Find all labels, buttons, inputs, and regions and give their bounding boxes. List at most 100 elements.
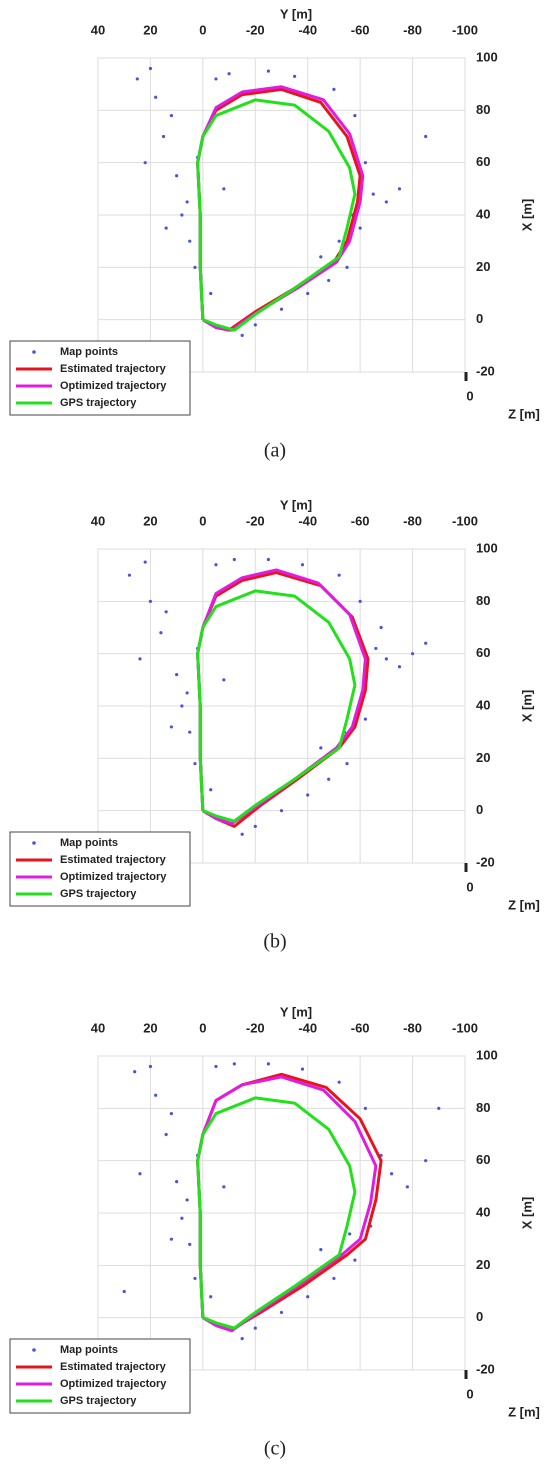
map-point: [240, 1337, 244, 1341]
map-point: [319, 746, 323, 750]
y-tick-label: 80: [476, 1100, 490, 1115]
map-point: [188, 1242, 192, 1246]
y-axis-label: X [m]: [519, 199, 534, 232]
map-point: [222, 678, 226, 682]
legend-swatch: [32, 841, 36, 845]
x-tick-label: -80: [403, 513, 422, 528]
map-point: [437, 1106, 441, 1110]
legend-label: Estimated trajectory: [60, 363, 167, 375]
y-tick-label: 60: [476, 645, 490, 660]
map-point: [193, 761, 197, 766]
y-axis-label: X [m]: [519, 1197, 534, 1230]
legend-swatch: [32, 1348, 36, 1352]
map-point: [143, 161, 147, 165]
map-point: [169, 1111, 173, 1116]
map-point: [348, 1232, 352, 1236]
y-tick-label: 60: [476, 1152, 490, 1167]
map-point: [405, 1185, 409, 1189]
map-point: [148, 599, 153, 603]
map-point: [154, 95, 158, 99]
map-point: [266, 557, 270, 562]
map-point: [253, 323, 257, 327]
map-point: [188, 730, 192, 734]
map-point: [332, 87, 336, 91]
y-tick-label: 80: [476, 593, 490, 608]
map-point: [279, 809, 284, 813]
map-point: [214, 1064, 218, 1069]
map-point: [424, 1159, 428, 1163]
map-point: [384, 657, 388, 661]
map-point: [193, 265, 197, 269]
x-tick-label: 20: [143, 513, 157, 528]
y-tick-label: -20: [476, 363, 495, 378]
map-point: [266, 1062, 270, 1066]
map-point: [180, 704, 184, 708]
map-point: [306, 1295, 310, 1299]
map-point: [214, 563, 218, 567]
trajectory: [196, 1096, 357, 1330]
map-point: [345, 761, 349, 766]
map-point: [154, 1093, 158, 1097]
map-point: [253, 1326, 257, 1330]
y-tick-label: 60: [476, 154, 490, 169]
map-point: [148, 1064, 153, 1069]
map-point: [279, 1310, 284, 1315]
y-tick-label: 20: [476, 750, 490, 765]
map-point: [397, 665, 402, 669]
legend: Map points Estimated trajectory Optimized …: [9, 1338, 191, 1414]
map-point: [300, 563, 305, 567]
map-point: [232, 1062, 236, 1066]
map-point: [175, 174, 179, 178]
map-point: [306, 291, 310, 296]
y-tick-label: 100: [476, 49, 498, 64]
map-point: [159, 631, 163, 635]
x-tick-label: -60: [351, 1020, 370, 1035]
map-point: [133, 1070, 137, 1074]
map-point: [169, 1237, 173, 1241]
legend-label: Map points: [60, 346, 118, 358]
x-tick-label: -100: [452, 22, 478, 37]
map-point: [209, 1295, 213, 1299]
legend-label: Map points: [60, 1344, 118, 1356]
caption: (c): [264, 1438, 286, 1460]
map-point: [337, 573, 341, 577]
x-tick-label: -100: [452, 513, 478, 528]
map-point: [327, 777, 331, 781]
map-point: [379, 625, 383, 630]
map-point: [180, 213, 184, 217]
map-point: [169, 113, 173, 118]
map-point: [306, 793, 310, 797]
y-tick-label: 0: [476, 1309, 483, 1324]
x-tick-label: -40: [298, 1020, 317, 1035]
y-tick-label: -20: [476, 1361, 495, 1376]
map-point: [363, 1106, 367, 1110]
map-point: [143, 560, 147, 564]
map-point: [319, 1248, 323, 1252]
map-point: [266, 69, 270, 73]
legend-label: Estimated trajectory: [60, 1361, 167, 1373]
x-tick-label: -80: [403, 1020, 422, 1035]
map-point: [397, 187, 402, 191]
map-point: [209, 291, 213, 296]
map-point: [161, 134, 166, 139]
map-point: [363, 161, 367, 165]
x-tick-label: 40: [91, 1020, 105, 1035]
trajectory: [196, 589, 357, 823]
map-point: [185, 200, 189, 204]
y-tick-label: 20: [476, 259, 490, 274]
legend-label: GPS trajectory: [60, 888, 137, 900]
map-point: [424, 134, 428, 139]
x-tick-label: -60: [351, 513, 370, 528]
map-point: [214, 77, 218, 81]
x-tick-label: -40: [298, 513, 317, 528]
x-tick-label: -20: [246, 1020, 265, 1035]
map-point: [185, 691, 189, 695]
y-tick-label: 0: [476, 802, 483, 817]
map-point: [227, 72, 231, 76]
caption: (a): [264, 440, 286, 462]
z-axis-label: Z [m]: [508, 406, 540, 421]
map-point: [253, 824, 257, 828]
x-tick-label: 20: [143, 1020, 157, 1035]
